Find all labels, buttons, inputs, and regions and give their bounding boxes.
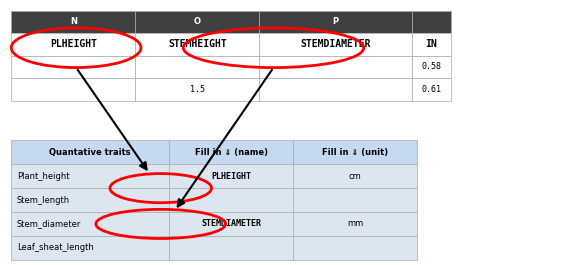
Text: Plant_height: Plant_height: [17, 172, 69, 181]
FancyBboxPatch shape: [293, 140, 417, 164]
FancyBboxPatch shape: [259, 33, 412, 56]
FancyBboxPatch shape: [135, 11, 259, 33]
Text: mm: mm: [347, 219, 363, 228]
FancyBboxPatch shape: [11, 188, 169, 212]
Text: PLHEIGHT: PLHEIGHT: [50, 39, 97, 49]
FancyBboxPatch shape: [169, 212, 293, 236]
FancyBboxPatch shape: [169, 140, 293, 164]
FancyBboxPatch shape: [11, 33, 135, 56]
Text: Stem_length: Stem_length: [17, 196, 70, 205]
FancyBboxPatch shape: [412, 56, 451, 78]
FancyBboxPatch shape: [169, 164, 293, 188]
Text: STEMHEIGHT: STEMHEIGHT: [168, 39, 227, 49]
Text: STEMDIAMETER: STEMDIAMETER: [300, 39, 371, 49]
Text: Fill in ⇓ (unit): Fill in ⇓ (unit): [322, 148, 389, 157]
FancyBboxPatch shape: [259, 56, 412, 78]
FancyBboxPatch shape: [11, 212, 169, 236]
Text: 0.58: 0.58: [421, 63, 442, 71]
Text: 1.5: 1.5: [190, 85, 205, 94]
FancyBboxPatch shape: [259, 11, 412, 33]
FancyBboxPatch shape: [293, 212, 417, 236]
Text: Leaf_sheat_length: Leaf_sheat_length: [17, 243, 94, 252]
FancyBboxPatch shape: [412, 78, 451, 101]
Text: PLHEIGHT: PLHEIGHT: [212, 172, 251, 181]
Text: O: O: [194, 17, 201, 26]
FancyBboxPatch shape: [11, 236, 169, 260]
FancyBboxPatch shape: [135, 56, 259, 78]
FancyBboxPatch shape: [11, 140, 169, 164]
FancyBboxPatch shape: [11, 78, 135, 101]
Text: N: N: [70, 17, 77, 26]
Text: Stem_diameter: Stem_diameter: [17, 219, 81, 228]
FancyBboxPatch shape: [412, 33, 451, 56]
Text: STEMDIAMETER: STEMDIAMETER: [201, 219, 261, 228]
Text: 0.61: 0.61: [421, 85, 442, 94]
FancyBboxPatch shape: [135, 33, 259, 56]
Text: IN: IN: [426, 39, 437, 49]
Text: P: P: [333, 17, 338, 26]
Text: Quantative traits: Quantative traits: [50, 148, 131, 157]
FancyBboxPatch shape: [259, 78, 412, 101]
FancyBboxPatch shape: [11, 56, 135, 78]
Text: Fill in ⇓ (name): Fill in ⇓ (name): [195, 148, 268, 157]
FancyBboxPatch shape: [293, 236, 417, 260]
FancyBboxPatch shape: [135, 78, 259, 101]
Text: cm: cm: [349, 172, 362, 181]
FancyBboxPatch shape: [293, 164, 417, 188]
FancyBboxPatch shape: [11, 11, 135, 33]
FancyBboxPatch shape: [169, 188, 293, 212]
FancyBboxPatch shape: [11, 164, 169, 188]
FancyBboxPatch shape: [293, 188, 417, 212]
FancyBboxPatch shape: [412, 11, 451, 33]
FancyBboxPatch shape: [169, 236, 293, 260]
